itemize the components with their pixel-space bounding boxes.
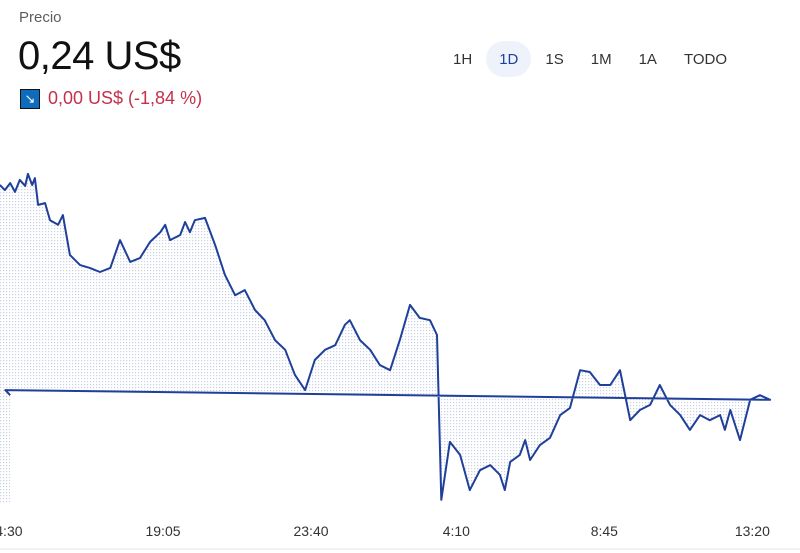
x-tick-label: 19:05 (145, 523, 180, 539)
price-area-fill (0, 173, 771, 503)
price-change-text: 0,00 US$ (-1,84 %) (48, 88, 203, 108)
price-label: Precio (19, 9, 62, 26)
range-1a[interactable]: 1A (638, 50, 657, 68)
price-change: ↘ 0,00 US$ (-1,84 %) (20, 88, 202, 109)
range-todo[interactable]: TODO (683, 50, 727, 68)
current-price: 0,24 US$ (18, 34, 181, 78)
range-1h[interactable]: 1H (453, 50, 473, 68)
range-1s[interactable]: 1S (545, 50, 564, 68)
x-tick-label: 4:10 (443, 523, 470, 539)
range-1m[interactable]: 1M (590, 50, 612, 68)
x-tick-label: 14:30 (0, 523, 23, 539)
time-range-selector: 1H 1D 1S 1M 1A TODO (440, 41, 741, 77)
price-line (0, 172, 772, 501)
arrow-down-right-icon: ↘ (20, 88, 40, 109)
x-tick-label: 8:45 (591, 523, 618, 539)
range-1d[interactable]: 1D (486, 41, 532, 77)
x-tick-label: 23:40 (293, 523, 328, 539)
x-tick-label: 13:20 (735, 523, 770, 539)
